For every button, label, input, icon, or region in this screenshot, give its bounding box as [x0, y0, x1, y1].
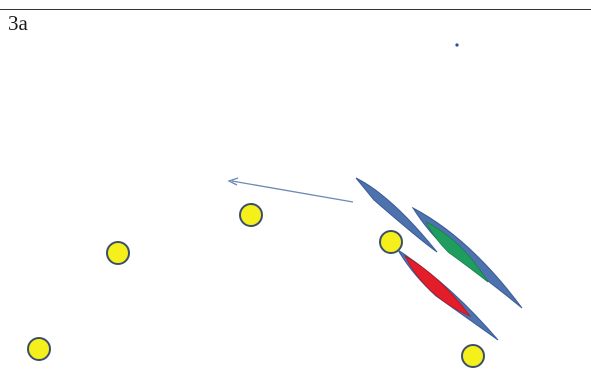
small-dot: [455, 43, 459, 47]
red-leaf-shape: [404, 254, 472, 317]
panel-label: 3a: [8, 11, 28, 35]
yellow-circle-4: [27, 337, 51, 361]
top-border-line: [0, 9, 591, 10]
blue-leaf-shape: [355, 177, 438, 253]
direction-arrow: [227, 177, 354, 203]
green-leaf-shape: [425, 221, 489, 283]
yellow-circle-5: [461, 344, 485, 368]
yellow-circle-1: [239, 203, 263, 227]
yellow-circle-3: [379, 230, 403, 254]
yellow-circle-2: [106, 241, 130, 265]
